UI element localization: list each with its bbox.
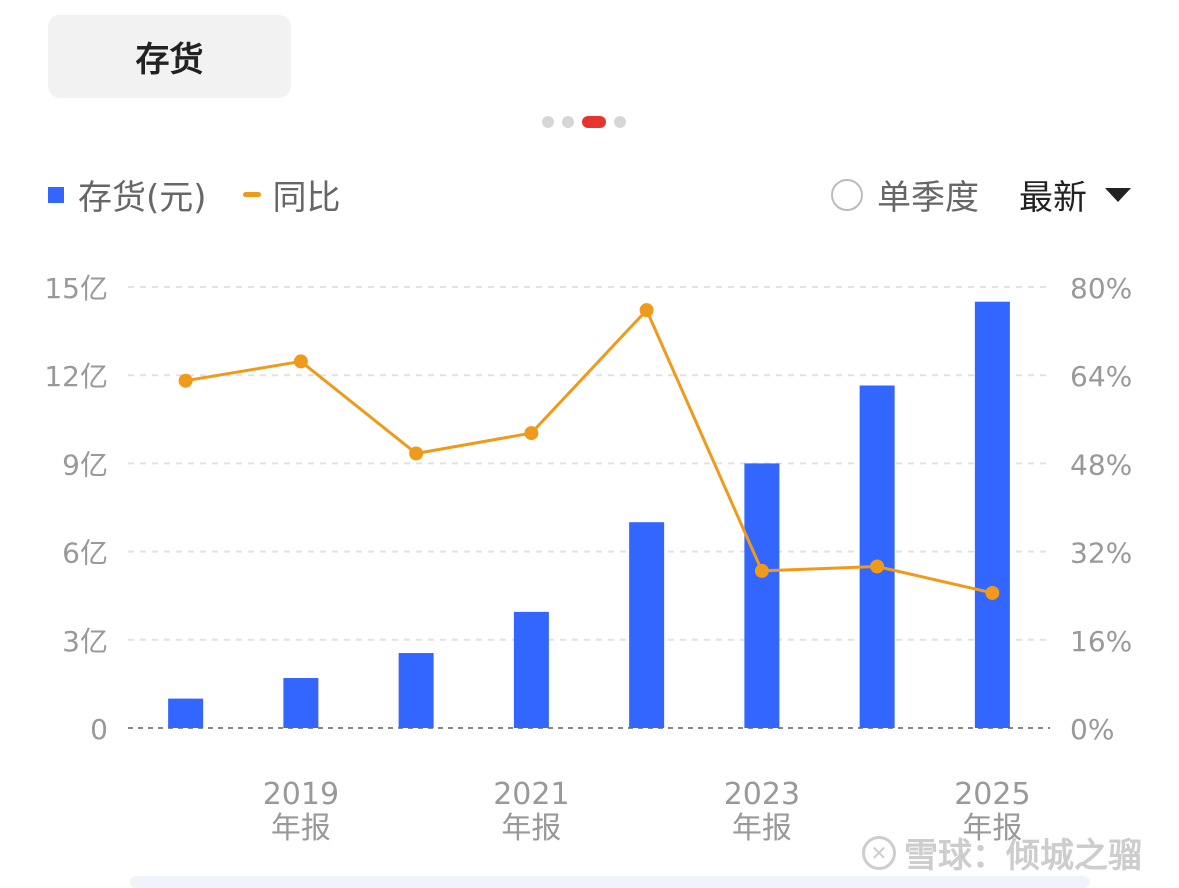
y-right-tick-label: 64% — [1070, 360, 1132, 393]
yoy-point — [754, 563, 769, 578]
single-season-radio[interactable] — [831, 178, 863, 211]
yoy-point — [870, 559, 885, 574]
x-tick-label-suffix: 年报 — [962, 811, 1022, 846]
x-tick-label-year: 2023 — [724, 777, 800, 812]
bar — [398, 653, 434, 728]
x-tick-label-year: 2021 — [493, 777, 569, 812]
y-left-tick-label: 3亿 — [62, 625, 108, 658]
snowball-logo-icon: ✕ — [862, 835, 896, 870]
bar — [974, 301, 1010, 728]
y-left-tick-label: 9亿 — [62, 448, 108, 481]
bar — [168, 698, 204, 728]
y-right-tick-label: 80% — [1070, 272, 1132, 305]
single-season-label[interactable]: 单季度 — [877, 178, 979, 218]
y-right-tick-label: 32% — [1070, 537, 1132, 570]
tab-label: 存货 — [135, 40, 204, 80]
chart-legend: 存货(元) 同比 — [48, 170, 341, 219]
y-right-tick-label: 0% — [1070, 713, 1114, 746]
x-tick-label-suffix: 年报 — [501, 811, 561, 846]
page-dot[interactable] — [562, 116, 574, 128]
watermark: ✕ 雪球：倾城之骝 — [862, 828, 1142, 877]
watermark-text: 雪球：倾城之骝 — [904, 836, 1142, 876]
chart-range-scrollbar[interactable] — [130, 876, 1090, 888]
bar-legend-swatch — [48, 186, 64, 203]
y-left-tick-label: 15亿 — [44, 272, 108, 305]
bar — [859, 385, 895, 728]
x-tick-label-suffix: 年报 — [732, 811, 792, 846]
page-dot-active[interactable] — [582, 116, 606, 128]
yoy-point — [293, 354, 308, 369]
y-left-tick-label: 12亿 — [44, 360, 108, 393]
yoy-point — [985, 585, 1000, 600]
page-dot[interactable] — [542, 116, 554, 128]
bar — [629, 522, 665, 728]
yoy-line — [185, 308, 993, 595]
bar — [283, 678, 319, 728]
yoy-point — [639, 303, 654, 318]
bar — [744, 463, 780, 728]
bar — [513, 611, 549, 728]
yoy-point — [409, 446, 424, 461]
x-tick-label-year: 2019 — [263, 777, 339, 812]
x-tick-label-year: 2025 — [954, 777, 1030, 812]
line-legend-swatch — [242, 192, 261, 197]
page-indicator — [542, 116, 626, 128]
page-dot[interactable] — [614, 116, 626, 128]
line-legend-label: 同比 — [272, 178, 341, 218]
period-select-value[interactable]: 最新 — [1019, 178, 1087, 218]
y-left-tick-label: 6亿 — [62, 537, 108, 570]
bar-legend-label: 存货(元) — [78, 178, 207, 218]
yoy-point — [178, 373, 193, 388]
y-left-tick-label: 0 — [90, 713, 108, 746]
y-right-tick-label: 16% — [1070, 625, 1132, 658]
chevron-down-icon[interactable] — [1105, 187, 1131, 202]
yoy-point — [524, 426, 539, 441]
chart-controls: 单季度 最新 — [831, 170, 1131, 219]
tab-inventory[interactable]: 存货 — [48, 15, 291, 98]
x-tick-label-suffix: 年报 — [271, 811, 331, 846]
y-right-tick-label: 48% — [1070, 448, 1132, 481]
